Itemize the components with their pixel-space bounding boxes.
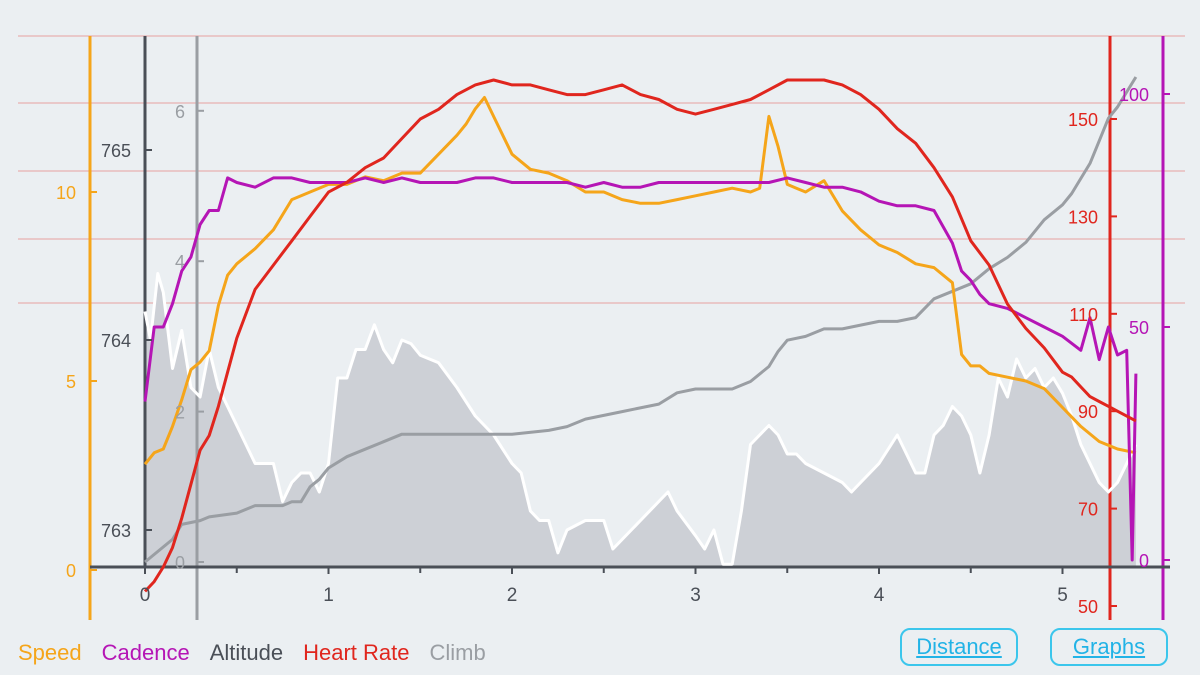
graphs-button[interactable]: Graphs bbox=[1050, 628, 1168, 666]
x-tick-label-0: 0 bbox=[140, 585, 151, 606]
cadence-tick-label-50: 50 bbox=[1129, 318, 1149, 338]
series-line-speed bbox=[143, 96, 1137, 466]
climb-tick-label-0: 0 bbox=[175, 553, 185, 573]
legend-altitude: Altitude bbox=[209, 640, 284, 665]
legend-climb: Climb bbox=[429, 640, 486, 665]
climb-tick-label-6: 6 bbox=[175, 102, 185, 122]
grid-lines bbox=[18, 35, 1185, 304]
legend-heart-rate: Heart Rate bbox=[303, 640, 410, 665]
altitude-fill bbox=[145, 273, 1136, 567]
speed-tick-label-0: 0 bbox=[66, 561, 76, 581]
heart-rate-tick-label-110: 110 bbox=[1069, 305, 1098, 325]
x-tick-label-3: 3 bbox=[690, 585, 701, 606]
altitude-tick-label-764: 764 bbox=[101, 331, 131, 351]
x-tick-label-5: 5 bbox=[1057, 585, 1068, 606]
heart-rate-tick-label-90: 90 bbox=[1078, 402, 1098, 422]
heart-rate-tick-label-150: 150 bbox=[1068, 110, 1098, 130]
series-line-altitude bbox=[143, 272, 1138, 566]
series-lines bbox=[143, 76, 1138, 593]
legend-cadence: Cadence bbox=[101, 640, 190, 665]
heart-rate-tick-label-130: 130 bbox=[1068, 207, 1098, 227]
series-line-climb bbox=[144, 76, 1138, 564]
distance-button[interactable]: Distance bbox=[900, 628, 1018, 666]
speed-tick-label-10: 10 bbox=[56, 183, 76, 203]
legend: Speed Cadence Altitude Heart Rate Climb bbox=[18, 640, 506, 666]
tick-labels: 0 1 2 3 4 50510763764765024650709011013015005… bbox=[56, 85, 1170, 617]
altitude-area bbox=[145, 273, 1136, 567]
speed-tick-label-5: 5 bbox=[66, 372, 76, 392]
x-tick-label-4: 4 bbox=[874, 585, 885, 606]
climb-tick-label-2: 2 bbox=[175, 403, 185, 423]
heart-rate-tick-label-70: 70 bbox=[1078, 500, 1098, 520]
cadence-tick-label-0: 0 bbox=[1139, 551, 1149, 571]
series-line-heart-rate bbox=[143, 78, 1137, 593]
altitude-tick-label-763: 763 bbox=[101, 521, 131, 541]
x-tick-label-2: 2 bbox=[507, 585, 518, 606]
cadence-tick-label-100: 100 bbox=[1119, 85, 1149, 105]
heart-rate-tick-label-50: 50 bbox=[1078, 597, 1098, 617]
legend-speed: Speed bbox=[18, 640, 82, 665]
altitude-tick-label-765: 765 bbox=[101, 141, 131, 161]
x-tick-label-1: 1 bbox=[323, 585, 334, 606]
climb-tick-label-4: 4 bbox=[175, 252, 185, 272]
